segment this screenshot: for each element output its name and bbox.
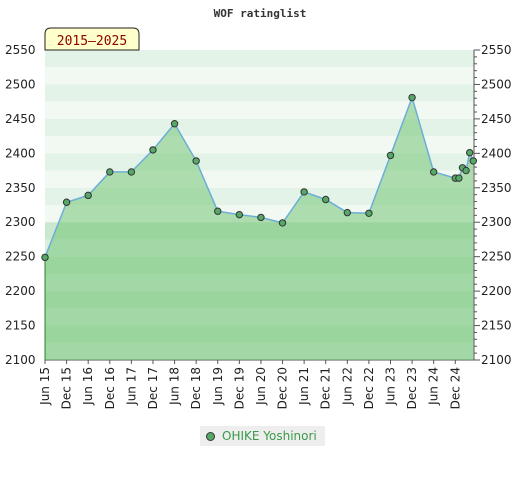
x-tick-label: Jun 20 [254, 367, 268, 406]
x-tick-label: Dec 24 [448, 367, 462, 409]
x-axis: Jun 15 Dec 15 Jun 16 Dec 16 Jun 17 Dec 17 Jun … [38, 359, 474, 409]
grid-band [45, 118, 474, 137]
y-tick-label-left: 2300 [5, 215, 36, 229]
data-point [278, 219, 287, 227]
y-tick-label-right: 2100 [481, 353, 512, 367]
data-point [84, 191, 92, 200]
y-tick-label-right: 2150 [481, 319, 512, 333]
data-point [192, 157, 200, 165]
y-tick-label-right: 2200 [481, 284, 512, 298]
y-axis-right: 2100 2150 2200 2250 2300 2350 2400 2450 2500 2550 [473, 43, 512, 367]
data-point [170, 120, 179, 128]
chart-title: WOF ratinglist [214, 7, 307, 20]
data-point [465, 148, 474, 157]
data-point [257, 213, 265, 222]
x-tick-label: Dec 18 [189, 367, 203, 409]
period-badge-label: 2015–2025 [57, 34, 127, 49]
x-tick-label: Dec 16 [103, 367, 117, 409]
x-tick-label: Dec 21 [319, 367, 333, 409]
y-tick-label-left: 2550 [5, 43, 36, 57]
x-tick-label: Jun 18 [168, 367, 182, 406]
data-point [343, 208, 352, 217]
data-point [300, 188, 308, 196]
grid-band [45, 84, 474, 102]
x-tick-label: Dec 20 [276, 367, 290, 409]
data-point [365, 209, 373, 217]
y-tick-label-left: 2200 [5, 284, 36, 298]
legend-label: OHIKE Yoshinori [222, 429, 317, 443]
data-point [235, 210, 244, 219]
grid-band [45, 67, 474, 85]
y-tick-label-left: 2350 [5, 181, 36, 195]
rating-points [41, 93, 477, 262]
data-point [455, 174, 463, 182]
rating-area-fill [45, 97, 474, 361]
y-tick-label-right: 2450 [481, 112, 512, 126]
y-tick-label-right: 2550 [481, 43, 512, 57]
grid-band [45, 101, 474, 119]
x-tick-label: Jun 19 [211, 367, 225, 406]
x-tick-label: Dec 17 [146, 367, 160, 409]
y-tick-label-right: 2300 [481, 215, 512, 229]
data-point [469, 157, 477, 165]
x-tick-label: Jun 21 [297, 367, 311, 406]
y-axis-left: 2100 2150 2200 2250 2300 2350 2400 2450 2500 2550 [5, 43, 36, 367]
y-tick-label-left: 2250 [5, 250, 36, 264]
x-tick-label: Dec 22 [362, 367, 376, 409]
x-tick-label: Jun 22 [340, 367, 354, 406]
x-tick-label: Dec 15 [60, 367, 74, 409]
x-tick-label: Jun 17 [124, 367, 138, 406]
data-point [214, 207, 222, 215]
data-point [127, 168, 136, 176]
x-tick-label: Jun 16 [81, 367, 95, 406]
grid-band [45, 50, 474, 68]
y-tick-label-left: 2400 [5, 146, 36, 160]
data-point [106, 168, 114, 176]
x-tick-label: Jun 15 [38, 367, 52, 406]
legend-marker [206, 431, 215, 441]
y-tick-label-right: 2350 [481, 181, 512, 195]
data-point [462, 166, 470, 175]
rating-chart: WOF ratinglist 2100215022002250230023502… [5, 7, 512, 409]
y-tick-label-right: 2400 [481, 146, 512, 160]
y-tick-label-left: 2100 [5, 353, 36, 367]
data-point [62, 198, 71, 206]
y-tick-label-left: 2150 [5, 319, 36, 333]
x-tick-label: Dec 23 [405, 367, 419, 409]
data-point [429, 168, 438, 176]
data-point [386, 151, 395, 160]
x-tick-label: Jun 24 [427, 367, 441, 406]
data-point [322, 195, 330, 204]
data-point [41, 253, 49, 262]
y-tick-label-left: 2500 [5, 77, 36, 91]
period-badge: 2015–2025 [44, 27, 140, 51]
y-tick-label-right: 2250 [481, 250, 512, 264]
x-tick-label: Jun 23 [384, 367, 398, 406]
data-point [408, 93, 416, 102]
legend: OHIKE Yoshinori [200, 426, 325, 446]
y-tick-label-right: 2500 [481, 77, 512, 91]
y-tick-label-left: 2450 [5, 112, 36, 126]
x-tick-label: Dec 19 [232, 367, 246, 409]
data-point [149, 146, 157, 154]
